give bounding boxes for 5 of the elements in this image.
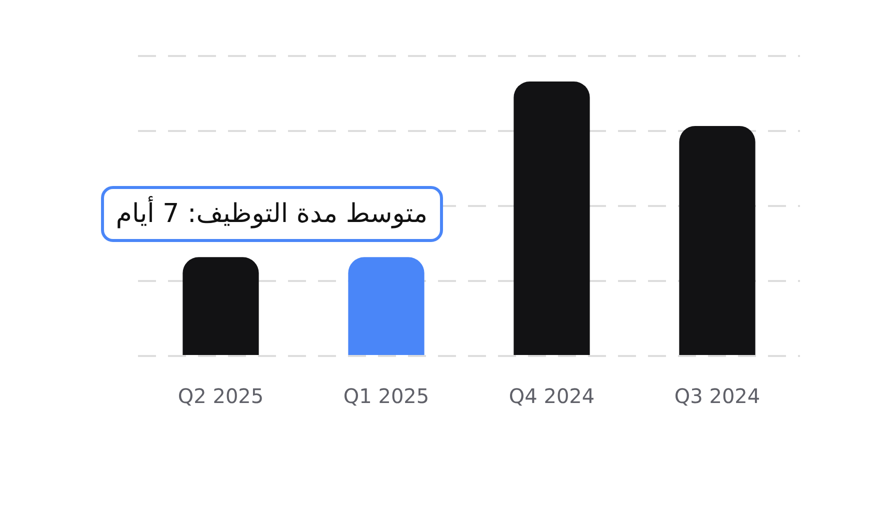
- x-tick-label: Q4 2024: [508, 384, 595, 408]
- x-tick-label: Q1 2025: [343, 384, 430, 408]
- x-tick-label: Q3 2024: [674, 384, 760, 408]
- x-tick-label: Q2 2025: [178, 384, 264, 408]
- annotation: متوسط مدة التوظيف: 7 أيام: [100, 186, 443, 242]
